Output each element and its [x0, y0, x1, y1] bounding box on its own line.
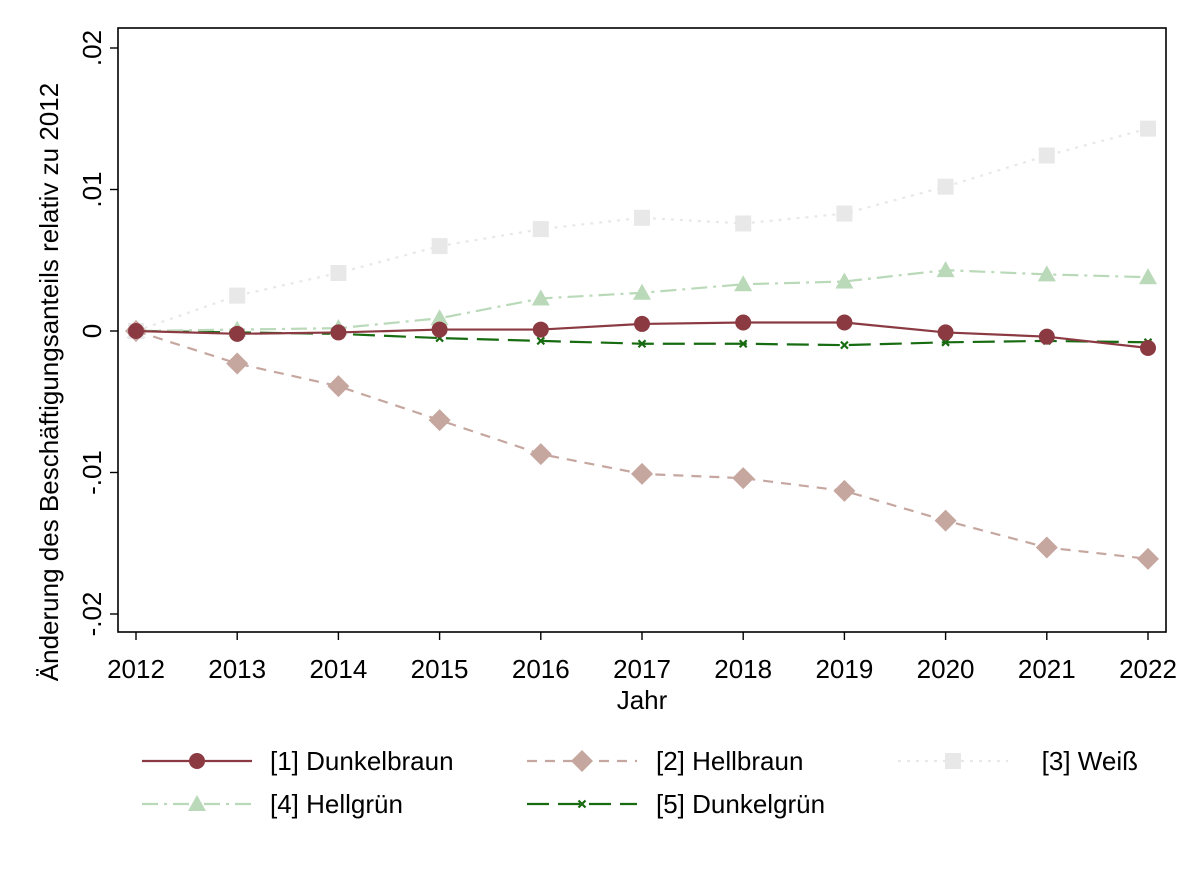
x-tick-label: 2021 — [1018, 654, 1076, 684]
data-point — [1140, 339, 1156, 356]
data-point — [1139, 268, 1157, 285]
data-point — [734, 275, 753, 292]
data-point — [936, 261, 955, 278]
y-tick-label: .02 — [77, 30, 107, 66]
x-tick-label: 2015 — [411, 654, 469, 684]
legend-item: [5] Dunkelgrün — [527, 789, 825, 819]
data-point — [1140, 120, 1156, 137]
legend-label: [5] Dunkelgrün — [656, 789, 825, 819]
series-group — [128, 314, 1156, 356]
data-point — [229, 325, 246, 342]
legend-label: [2] Hellbraun — [656, 746, 803, 776]
x-axis: 2012 2013 2014 2015 2016 2017 2018 2019 2020 2021… — [107, 632, 1177, 684]
data-point — [1035, 536, 1058, 559]
data-point — [833, 479, 856, 502]
legend-label: [1] Dunkelbraun — [270, 746, 454, 776]
data-point — [430, 309, 449, 326]
y-tick-label: -.02 — [77, 592, 107, 637]
x-tick-label: 2016 — [512, 654, 570, 684]
data-point — [836, 314, 853, 331]
series-group — [128, 120, 1156, 339]
data-point — [1038, 147, 1055, 164]
legend-marker — [188, 795, 206, 811]
data-point — [531, 289, 550, 306]
data-point — [330, 264, 347, 281]
data-point — [735, 314, 752, 331]
legend-marker — [577, 799, 587, 809]
data-point — [835, 272, 854, 289]
legend-marker — [571, 750, 593, 772]
data-point — [229, 287, 246, 304]
data-point — [738, 339, 748, 349]
data-point — [1038, 328, 1055, 345]
data-point — [836, 205, 853, 222]
x-axis-title: Jahr — [617, 685, 668, 715]
data-point — [330, 324, 347, 341]
legend-marker — [945, 753, 961, 769]
y-axis-title: Änderung des Beschäftigungsanteils relat… — [34, 83, 64, 681]
data-point — [637, 339, 647, 349]
data-point — [631, 462, 653, 485]
data-point — [937, 178, 954, 195]
data-point — [536, 336, 546, 346]
data-point — [532, 221, 549, 238]
data-point — [1037, 265, 1056, 282]
data-point — [532, 321, 549, 338]
data-point — [937, 324, 954, 341]
x-tick-label: 2017 — [613, 654, 671, 684]
data-point — [431, 321, 448, 338]
x-tick-label: 2013 — [208, 654, 266, 684]
data-point — [431, 238, 448, 255]
legend-item: [1] Dunkelbraun — [142, 746, 454, 776]
data-point — [128, 323, 144, 339]
x-tick-label: 2014 — [309, 654, 367, 684]
series-layer — [125, 120, 1159, 570]
data-point — [735, 215, 752, 232]
legend-item: [3] Weiß — [898, 746, 1138, 776]
x-tick-label: 2018 — [714, 654, 772, 684]
data-point — [634, 315, 650, 332]
data-point — [732, 467, 755, 490]
data-point — [327, 375, 350, 398]
data-point — [529, 443, 552, 466]
x-tick-label: 2012 — [107, 654, 165, 684]
y-tick-label: -.01 — [77, 450, 107, 495]
legend-marker — [189, 753, 205, 769]
data-point — [1137, 547, 1159, 570]
data-point — [226, 352, 249, 375]
y-tick-label: .01 — [77, 171, 107, 207]
legend-label: [4] Hellgrün — [270, 789, 403, 819]
y-axis: -.02 -.01 0 .01 .02 — [77, 30, 118, 636]
data-point — [840, 340, 849, 350]
legend-item: [4] Hellgrün — [142, 789, 403, 819]
x-tick-label: 2020 — [917, 654, 975, 684]
x-tick-label: 2022 — [1119, 654, 1177, 684]
series-group — [125, 320, 1159, 570]
data-point — [934, 509, 957, 532]
data-point — [428, 409, 451, 432]
x-tick-label: 2019 — [815, 654, 873, 684]
data-point — [633, 283, 651, 300]
legend-label: [3] Weiß — [1042, 746, 1138, 776]
legend-item: [2] Hellbraun — [527, 746, 803, 776]
y-tick-label: 0 — [77, 324, 107, 338]
legend: [1] Dunkelbraun [2] Hellbraun [3] Weiß [4] … — [142, 746, 1138, 819]
data-point — [634, 209, 650, 226]
